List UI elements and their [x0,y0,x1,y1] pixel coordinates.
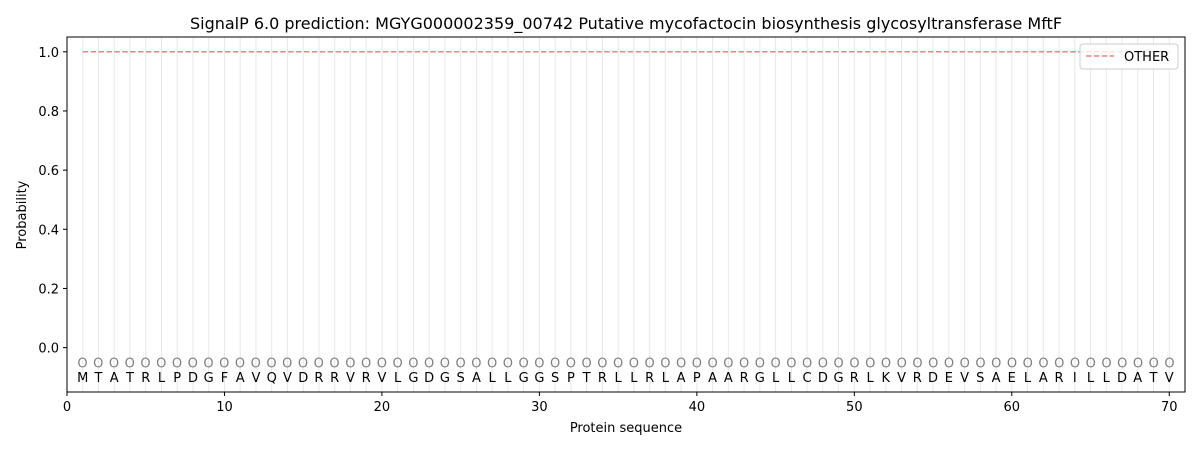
residue-label: G [519,371,529,386]
residue-label: P [567,371,575,386]
residue-label: V [377,371,386,386]
residue-label: P [693,371,701,386]
residue-label: D [424,371,434,386]
residue-label: L [866,371,874,386]
x-axis-label: Protein sequence [570,421,682,436]
residue-label: R [330,371,339,386]
y-tick-label: 0.0 [38,342,59,357]
residue-label: G [755,371,765,386]
residue-label: L [1024,371,1032,386]
residue-label: R [598,371,607,386]
residue-label: A [724,371,733,386]
residue-label: A [472,371,481,386]
y-tick-label: 0.6 [38,164,59,179]
legend-box [1079,43,1179,70]
residue-label: D [928,371,938,386]
chart-title: SignalP 6.0 prediction: MGYG000002359_00… [190,14,1062,34]
residue-label: R [1055,371,1064,386]
residue-label: T [1149,371,1158,386]
residue-label: A [1039,371,1048,386]
y-tick-label: 0.2 [38,282,59,297]
residue-label: G [204,371,214,386]
predicted-labels: OOOOOOOOOOOOOOOOOOOOOOOOOOOOOOOOOOOOOOOO… [77,356,1174,371]
x-tick-label: 60 [1004,400,1021,415]
residue-label: R [850,371,859,386]
y-tick-label: 0.8 [38,105,59,120]
plot-frame [66,36,1186,393]
grid-lines [82,37,1170,392]
residue-label: R [362,371,371,386]
residue-label: R [740,371,749,386]
x-tick-label: 20 [374,400,391,415]
residue-label: L [615,371,623,386]
x-tick-label: 0 [63,400,71,415]
residue-label: D [188,371,198,386]
y-tick-label: 0.4 [38,223,59,238]
residue-label: E [945,371,953,386]
residue-label: V [897,371,906,386]
residue-label: L [630,371,638,386]
legend-label-other: OTHER [1124,50,1169,65]
residue-label: A [1133,371,1142,386]
residue-label: V [283,371,292,386]
residue-label: A [110,371,119,386]
residue-label: S [976,371,984,386]
y-tick-label: 1.0 [38,46,59,61]
residue-label: A [708,371,717,386]
residue-label: G [408,371,418,386]
residue-label: V [960,371,969,386]
residue-label: S [457,371,465,386]
residue-label: A [992,371,1001,386]
residue-label: C [803,371,812,386]
y-axis-ticks: 0.0 0.2 0.4 0.6 0.8 1.0 [38,46,67,357]
x-tick-label: 70 [1161,400,1178,415]
residue-label: L [489,371,497,386]
residue-label: T [125,371,134,386]
residue-label: R [314,371,323,386]
residue-label: G [834,371,844,386]
residue-label: E [1008,371,1016,386]
residue-label: D [1117,371,1127,386]
x-tick-label: 30 [531,400,548,415]
residue-label: V [252,371,261,386]
y-axis-label: Probability [15,180,30,249]
x-tick-label: 40 [689,400,706,415]
residue-label: Q [267,371,277,386]
residue-label: L [1103,371,1111,386]
residue-label: D [818,371,828,386]
residue-label: T [94,371,103,386]
residue-label: M [77,371,88,386]
residue-label: R [645,371,654,386]
residue-label: R [141,371,150,386]
residue-label: I [1073,371,1077,386]
residue-label: G [534,371,544,386]
residue-label: A [236,371,245,386]
residue-label: L [772,371,780,386]
residue-label: A [677,371,686,386]
residue-label: R [913,371,922,386]
residue-label: V [1165,371,1174,386]
residue-label: L [788,371,796,386]
residue-label: L [158,371,166,386]
residue-label: F [221,371,228,386]
x-tick-label: 50 [846,400,863,415]
legend: OTHER [1079,43,1179,70]
residue-labels: OOOOOOOOOOOOOOOOOOOOOOOOOOOOOOOOOOOOOOOO… [77,356,1174,386]
residue-label: S [551,371,559,386]
residue-label: L [1087,371,1095,386]
residue-label: P [173,371,181,386]
residue-label: T [582,371,591,386]
x-axis-ticks: 0 10 20 30 40 50 60 70 [63,392,1178,415]
residue-label: K [882,371,891,386]
residue-label: L [394,371,402,386]
x-tick-label: 10 [216,400,233,415]
residue-label: G [440,371,450,386]
residue-label: L [662,371,670,386]
residue-label: V [346,371,355,386]
residue-label: L [504,371,512,386]
residue-label: D [298,371,308,386]
